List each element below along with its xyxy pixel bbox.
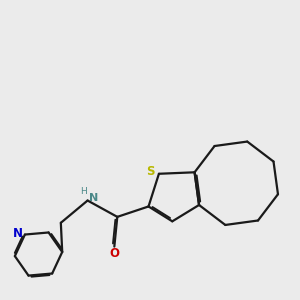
Text: O: O <box>109 247 119 260</box>
Text: H: H <box>80 187 86 196</box>
Text: N: N <box>89 193 98 202</box>
Text: S: S <box>146 165 155 178</box>
Text: N: N <box>14 226 23 240</box>
